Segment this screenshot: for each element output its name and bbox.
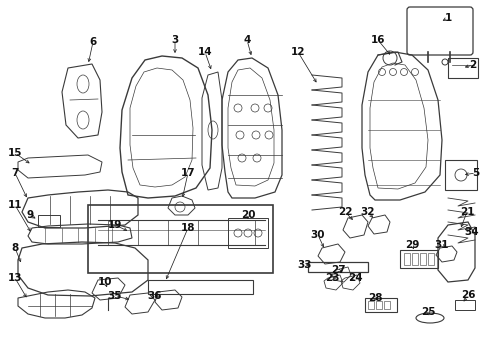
Bar	[412, 253, 418, 265]
Text: 23: 23	[325, 273, 339, 283]
Bar	[404, 253, 410, 265]
Text: 35: 35	[108, 291, 122, 301]
Text: 36: 36	[148, 291, 162, 301]
Text: 14: 14	[197, 47, 212, 57]
Text: 8: 8	[11, 243, 19, 253]
Bar	[228, 218, 268, 248]
Bar	[308, 262, 368, 272]
Bar	[38, 215, 60, 227]
Text: 25: 25	[421, 307, 435, 317]
Text: 10: 10	[98, 277, 112, 287]
Text: 3: 3	[172, 35, 179, 45]
Bar	[88, 205, 273, 273]
Text: 31: 31	[435, 240, 449, 250]
Text: 34: 34	[465, 227, 479, 237]
Text: 24: 24	[348, 273, 362, 283]
Bar	[376, 301, 382, 309]
Bar	[148, 280, 253, 294]
Text: 2: 2	[469, 60, 477, 70]
Text: 12: 12	[291, 47, 305, 57]
Text: 28: 28	[368, 293, 382, 303]
Text: 32: 32	[361, 207, 375, 217]
Text: 22: 22	[338, 207, 352, 217]
Text: 7: 7	[11, 168, 19, 178]
Bar	[420, 253, 426, 265]
Text: 20: 20	[241, 210, 255, 220]
Text: 4: 4	[244, 35, 251, 45]
Bar	[428, 253, 434, 265]
Text: 19: 19	[108, 220, 122, 230]
Text: 27: 27	[331, 265, 345, 275]
Text: 17: 17	[181, 168, 196, 178]
Text: 26: 26	[461, 290, 475, 300]
Text: 29: 29	[405, 240, 419, 250]
Text: 15: 15	[8, 148, 22, 158]
Text: 5: 5	[472, 168, 480, 178]
Text: 16: 16	[371, 35, 385, 45]
Bar	[384, 301, 390, 309]
Text: 6: 6	[89, 37, 97, 47]
Text: 1: 1	[444, 13, 452, 23]
Text: 30: 30	[311, 230, 325, 240]
Text: 11: 11	[8, 200, 22, 210]
Text: 13: 13	[8, 273, 22, 283]
Bar	[365, 298, 397, 312]
Bar	[455, 300, 475, 310]
Text: 21: 21	[460, 207, 474, 217]
Bar	[448, 58, 478, 78]
Text: 18: 18	[181, 223, 195, 233]
Text: 9: 9	[26, 210, 33, 220]
Bar	[368, 301, 374, 309]
Bar	[445, 160, 477, 190]
Text: 33: 33	[298, 260, 312, 270]
Bar	[400, 250, 438, 268]
